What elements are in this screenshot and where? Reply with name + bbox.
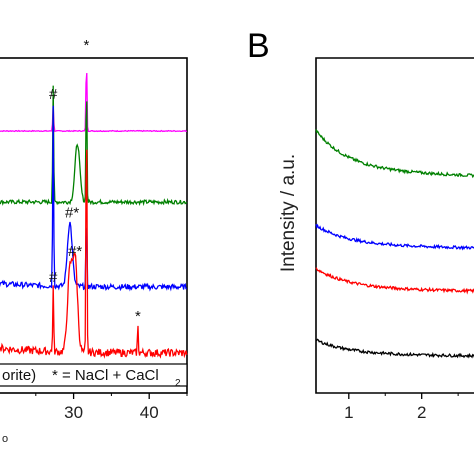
panel-b-frame: [315, 57, 474, 394]
panel-b-x-tick-label: 2: [417, 403, 426, 422]
panel-a-x-tick-label: 40: [140, 403, 159, 422]
panel-a-peak-marker: *: [135, 308, 141, 325]
panel-b-series-line: [315, 338, 474, 359]
panel-a-frame: [0, 57, 188, 394]
panel-b-series-group: [315, 129, 474, 359]
panel-a-x-tick-label: 30: [64, 403, 83, 422]
panel-a-peak-marker: #: [49, 86, 58, 103]
panel-a-legend-subscript: 2: [175, 378, 181, 389]
panel-a-series-group: [0, 72, 188, 359]
panel-a-peak-marker: #*: [68, 243, 82, 260]
panel-a-legend-box: [0, 363, 188, 387]
panel-a-series-line: [0, 72, 188, 133]
panel-a-annotations: * # #* # #* *: [49, 37, 141, 325]
panel-b-series-line: [315, 267, 474, 295]
panel-a-peak-marker: #*: [65, 204, 79, 221]
panel-a-series-line: [0, 85, 188, 207]
panel-a-series-line: [0, 105, 188, 292]
panel-a-xlabel-fragment: o: [2, 433, 8, 445]
panel-b-series-line: [315, 223, 474, 251]
panel-b-ylabel: Intensity / a.u.: [278, 154, 299, 272]
panel-b-letter: B: [247, 27, 270, 65]
panel-a-legend-right: * = NaCl + CaCl: [52, 367, 159, 384]
panel-a-peak-marker: *: [84, 37, 90, 54]
panel-b-series-line: [315, 129, 474, 179]
panel-b-x-tick-label: 1: [344, 403, 353, 422]
panel-a: * # #* # #* * orite) * = NaCl + CaCl 2 30 40 o: [0, 37, 188, 445]
panel-a-x-axis: 30 40: [35, 393, 188, 422]
panel-a-peak-marker: #: [49, 269, 58, 286]
panel-a-series-line: [0, 149, 188, 359]
panel-a-legend-left: orite): [2, 367, 36, 384]
